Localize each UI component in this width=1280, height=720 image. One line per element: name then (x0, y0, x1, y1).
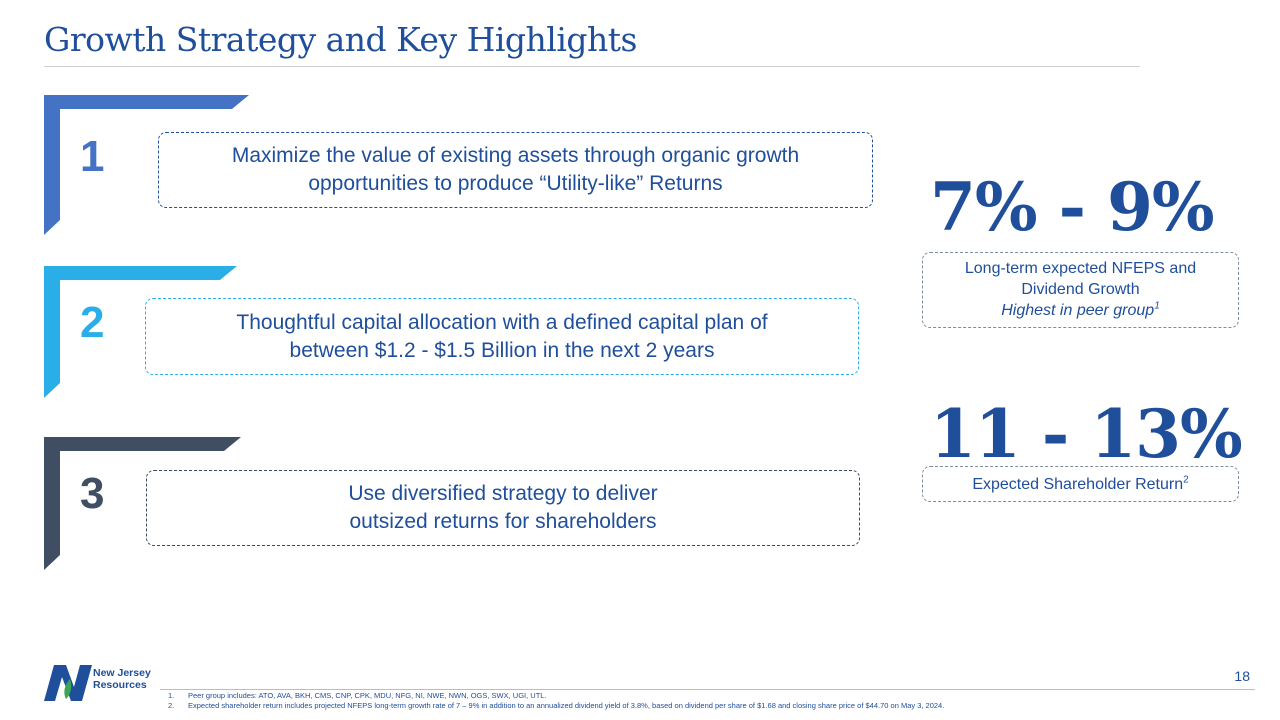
stat-2-box: Expected Shareholder Return2 (922, 466, 1239, 502)
stat-2-footnote-ref: 2 (1183, 474, 1189, 486)
item-2-text-line1: Thoughtful capital allocation with a def… (236, 310, 768, 334)
item-2-text-line2: between $1.2 - $1.5 Billion in the next … (289, 338, 715, 362)
stat-2-value: 11 - 13% (930, 395, 1243, 473)
item-1-text-line1: Maximize the value of existing assets th… (231, 144, 800, 167)
item-1-number: 1 (80, 132, 105, 181)
item-1-box: Maximize the value of existing assets th… (158, 132, 873, 208)
footnotes: 1. Peer group includes: ATO, AVA, BKH, CM… (168, 691, 944, 711)
footnote-2: 2. Expected shareholder return includes p… (168, 701, 944, 711)
item-1-text-line2: opportunities to produce “Utility-like” … (308, 172, 723, 195)
stat-2-line1: Expected Shareholder Return (972, 476, 1184, 493)
stat-1-value: 7% - 9% (930, 168, 1215, 246)
stat-1-line1: Long-term expected NFEPS and (964, 260, 1197, 277)
footnote-1-text: Peer group includes: ATO, AVA, BKH, CMS,… (188, 691, 547, 700)
page-number: 18 (1234, 668, 1250, 684)
logo-line2: Resources (93, 679, 147, 691)
item-3-text-line1: Use diversified strategy to deliver (348, 482, 658, 505)
footnote-2-text: Expected shareholder return includes pro… (188, 701, 945, 710)
company-logo-text: New Jersey Resources (93, 667, 151, 691)
stat-1-line2: Dividend Growth (1021, 281, 1140, 298)
bracket-2-shape (44, 266, 237, 398)
item-3-number: 3 (80, 469, 105, 518)
item-3-text-line2: outsized returns for shareholders (349, 510, 657, 533)
stat-1-line3: Highest in peer group (1001, 302, 1155, 319)
footnote-1-number: 1. (168, 691, 175, 700)
stat-1-box: Long-term expected NFEPS and Dividend Gr… (922, 252, 1239, 328)
logo-line1: New Jersey (93, 667, 151, 679)
page-title: Growth Strategy and Key Highlights (44, 20, 637, 59)
footer-divider (160, 689, 1255, 690)
item-2-box: Thoughtful capital allocation with a def… (145, 298, 859, 375)
company-logo-icon (44, 665, 92, 701)
footnote-1: 1. Peer group includes: ATO, AVA, BKH, CM… (168, 691, 944, 701)
title-divider (44, 66, 1140, 67)
footnote-2-number: 2. (168, 701, 175, 710)
stat-1-footnote-ref: 1 (1154, 300, 1160, 312)
bracket-1-shape (44, 95, 249, 235)
item-3-box: Use diversified strategy to deliver outs… (146, 470, 860, 546)
bracket-3-shape (44, 437, 241, 570)
item-2-number: 2 (80, 298, 105, 347)
